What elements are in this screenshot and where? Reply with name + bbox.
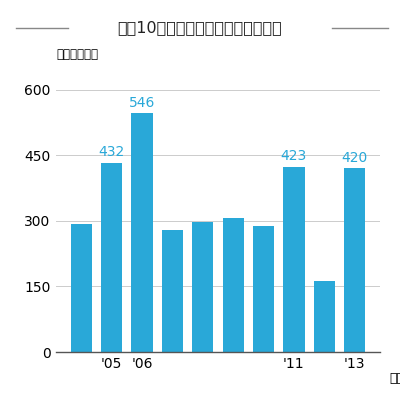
Text: 546: 546 (129, 96, 155, 110)
Bar (253, 226, 274, 352)
Text: 423: 423 (281, 150, 307, 164)
Bar (314, 281, 335, 352)
Text: （年）: （年） (390, 372, 400, 385)
Text: 432: 432 (98, 146, 125, 160)
Text: （発症者数）: （発症者数） (56, 48, 98, 61)
Bar (71, 224, 92, 352)
Bar (283, 167, 304, 352)
Bar (222, 218, 244, 352)
Bar (132, 113, 153, 352)
Text: 420: 420 (342, 151, 368, 165)
Bar (162, 230, 183, 352)
Bar (101, 163, 122, 352)
Bar (344, 168, 365, 352)
Bar (192, 222, 214, 352)
Text: 最近10年間のドイツ国内の発生者数: 最近10年間のドイツ国内の発生者数 (118, 20, 282, 36)
